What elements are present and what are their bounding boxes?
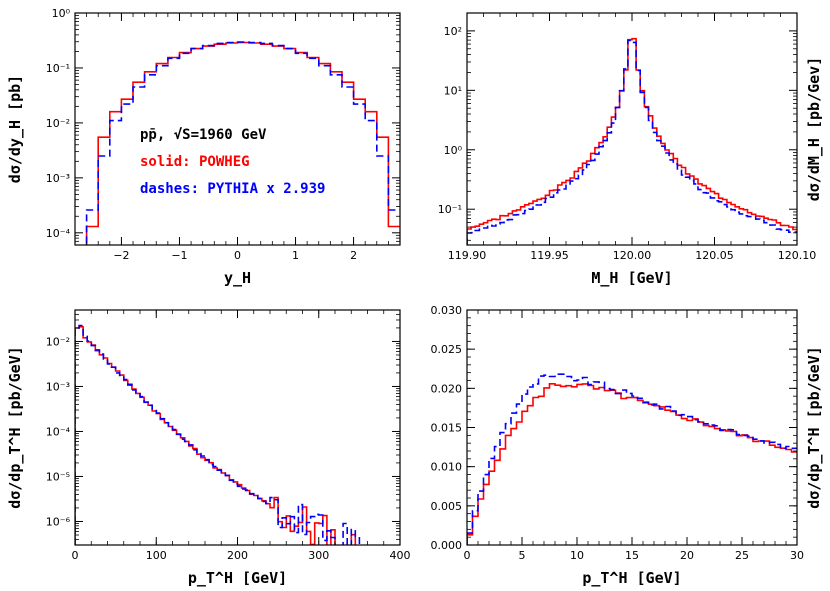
y-tick-label: 0.015 xyxy=(431,422,463,435)
y-tick-label: 0.025 xyxy=(431,343,463,356)
y-tick-label: 10² xyxy=(444,25,462,38)
x-tick-label: 200 xyxy=(227,549,248,562)
x-tick-label: 400 xyxy=(390,549,411,562)
x-tick-label: 0 xyxy=(72,549,79,562)
x-tick-label: 119.95 xyxy=(530,249,569,262)
x-tick-label: 1 xyxy=(292,249,299,262)
x-tick-label: 300 xyxy=(308,549,329,562)
y-axis-label: dσ/dp_T^H [pb/GeV] xyxy=(805,346,823,509)
x-axis-label: p_T^H [GeV] xyxy=(188,569,287,587)
x-axis-label: y_H xyxy=(224,269,251,287)
legend-annotation: dashes: PYTHIA x 2.939 xyxy=(140,181,325,197)
x-tick-label: 119.90 xyxy=(448,249,487,262)
y-tick-label: 0.005 xyxy=(431,500,463,513)
y-tick-label: 10⁻¹ xyxy=(438,203,462,216)
x-tick-label: 20 xyxy=(680,549,694,562)
x-tick-label: 0 xyxy=(464,549,471,562)
x-tick-label: 120.10 xyxy=(778,249,817,262)
y-tick-label: 10⁻³ xyxy=(46,380,70,393)
panel-pTlow: 0 5 10 15 20 25 30 0.000 0.005 0.010 0.015 0.020 0.0… xyxy=(431,304,824,587)
panel-MH: 119.90 119.95 120.00 120.05 120.10 10⁻¹ 10⁰ 10¹… xyxy=(438,12,823,287)
x-tick-label: 15 xyxy=(625,549,639,562)
x-tick-label: 0 xyxy=(234,249,241,262)
x-axis-label: M_H [GeV] xyxy=(591,269,672,287)
series-yH-pythia xyxy=(75,41,400,245)
x-axis-label: p_T^H [GeV] xyxy=(582,569,681,587)
y-tick-label: 10¹ xyxy=(444,84,462,97)
y-tick-label: 0.020 xyxy=(431,382,463,395)
y-tick-label: 10⁻⁵ xyxy=(46,470,70,483)
x-tick-label: 2 xyxy=(350,249,357,262)
x-tick-label: 25 xyxy=(735,549,749,562)
series-pTlow-pythia xyxy=(467,373,797,545)
y-tick-label: 10⁰ xyxy=(52,7,71,20)
series-MH-pythia xyxy=(467,39,797,245)
x-tick-label: 100 xyxy=(146,549,167,562)
x-tick-label: −2 xyxy=(113,249,129,262)
legend-annotation: pp̄, √S=1960 GeV xyxy=(140,127,267,143)
y-tick-label: 10⁻⁴ xyxy=(46,425,71,438)
panel-yH: −2 −1 0 1 2 10⁻⁴ 10⁻³ 10⁻² 10⁻¹ 10⁰ y_H dσ/dy_H [pb… xyxy=(6,7,401,287)
x-tick-label: 30 xyxy=(790,549,804,562)
legend-annotation: solid: POWHEG xyxy=(140,154,250,170)
y-tick-label: 10⁰ xyxy=(444,144,463,157)
y-tick-label: 10⁻³ xyxy=(46,172,70,185)
series-pTwide-pythia xyxy=(75,324,361,545)
y-tick-label: 10⁻⁶ xyxy=(46,515,71,528)
series-yH-powheg xyxy=(75,41,400,245)
y-axis-label: dσ/dp_T^H [pb/GeV] xyxy=(6,346,24,509)
y-tick-label: 10⁻⁴ xyxy=(46,227,71,240)
y-tick-label: 0.000 xyxy=(431,539,463,552)
y-tick-label: 0.010 xyxy=(431,461,463,474)
y-tick-label: 10⁻² xyxy=(46,335,70,348)
y-tick-label: 10⁻² xyxy=(46,117,70,130)
x-tick-label: 5 xyxy=(519,549,526,562)
x-tick-label: −1 xyxy=(171,249,187,262)
series-MH-powheg xyxy=(467,37,797,245)
panel-pTwide: 0 100 200 300 400 10⁻⁶ 10⁻⁵ 10⁻⁴ 10⁻³ 10⁻² p_T^H [… xyxy=(6,309,411,587)
x-tick-label: 120.05 xyxy=(695,249,734,262)
x-tick-label: 120.00 xyxy=(613,249,652,262)
y-tick-label: 0.030 xyxy=(431,304,463,317)
y-tick-label: 10⁻¹ xyxy=(46,62,70,75)
y-axis-label: dσ/dM_H [pb/Gev] xyxy=(805,57,823,202)
x-tick-label: 10 xyxy=(570,549,584,562)
plot-frame xyxy=(74,309,401,546)
series-pTlow-powheg xyxy=(467,383,797,545)
y-axis-label: dσ/dy_H [pb] xyxy=(6,75,24,183)
